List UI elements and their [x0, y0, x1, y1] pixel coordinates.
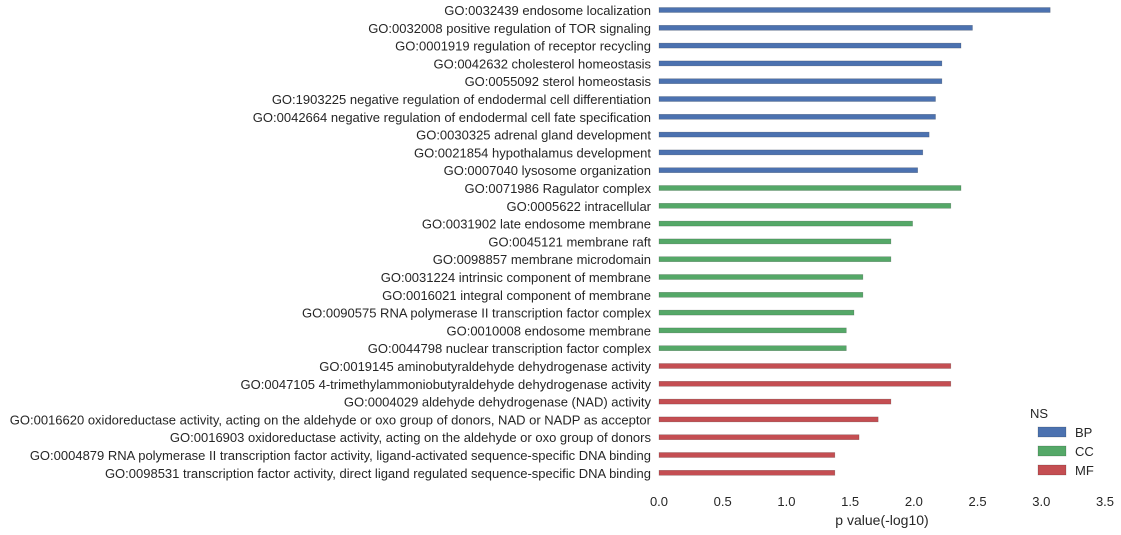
category-label: GO:0098857 membrane microdomain [433, 252, 651, 267]
category-label: GO:0055092 sterol homeostasis [465, 74, 652, 89]
bar [658, 309, 855, 316]
legend-swatch-cc [1037, 445, 1067, 457]
bar [658, 327, 847, 334]
bar [658, 256, 892, 263]
category-label: GO:0010008 endosome membrane [446, 323, 651, 338]
category-labels-group: GO:0032439 endosome localization GO:00320… [10, 3, 652, 481]
bar [658, 345, 847, 352]
bar [658, 274, 864, 280]
bar [658, 24, 973, 31]
bar [658, 469, 836, 476]
bar [658, 42, 962, 49]
bar [658, 291, 864, 298]
bar [658, 363, 952, 369]
category-label: GO:0047105 4-trimethylammoniobutyraldehy… [241, 377, 652, 392]
bar [658, 416, 879, 423]
bar [658, 434, 860, 441]
bar [658, 78, 943, 84]
category-label: GO:0090575 RNA polymerase II transcripti… [302, 306, 651, 321]
bar [658, 149, 924, 156]
category-label: GO:0045121 membrane raft [488, 234, 651, 249]
category-label: GO:0042664 negative regulation of endode… [253, 110, 651, 125]
legend-label-bp: BP [1075, 425, 1092, 440]
bar [658, 167, 918, 173]
x-tick-label: 2.5 [969, 494, 987, 509]
legend-swatch-mf [1037, 464, 1067, 476]
bar [658, 7, 1051, 13]
bar [658, 238, 892, 245]
category-label: GO:0042632 cholesterol homeostasis [433, 56, 651, 71]
category-label: GO:0031902 late endosome membrane [422, 217, 651, 232]
bar [658, 220, 913, 227]
bars-group [658, 7, 1051, 476]
category-label: GO:0016620 oxidoreductase activity, acti… [10, 412, 652, 427]
x-tick-label: 1.5 [841, 494, 859, 509]
bar [658, 380, 952, 387]
category-label: GO:0030325 adrenal gland development [416, 128, 651, 143]
category-label: GO:0016903 oxidoreductase activity, acti… [170, 430, 652, 445]
bar [658, 452, 836, 458]
x-tick-label: 3.5 [1096, 494, 1114, 509]
category-label: GO:0098531 transcription factor activity… [105, 466, 651, 481]
bar [658, 131, 930, 138]
bar [658, 60, 943, 67]
category-label: GO:0044798 nuclear transcription factor … [368, 341, 652, 356]
category-label: GO:0032008 positive regulation of TOR si… [368, 21, 651, 36]
category-label: GO:0005622 intracellular [506, 199, 651, 214]
category-label: GO:0004029 aldehyde dehydrogenase (NAD) … [344, 395, 652, 410]
legend-label-mf: MF [1075, 463, 1094, 478]
category-label: GO:0021854 hypothalamus development [414, 145, 651, 160]
x-tick-label: 0.5 [714, 494, 732, 509]
x-tick-label: 3.0 [1032, 494, 1050, 509]
category-label: GO:0001919 regulation of receptor recycl… [395, 39, 651, 54]
category-label: GO:0071986 Ragulator complex [465, 181, 652, 196]
legend-title: NS [1030, 406, 1048, 421]
bar [658, 96, 936, 102]
bar [658, 398, 892, 405]
category-label: GO:0007040 lysosome organization [444, 163, 651, 178]
category-label: GO:1903225 negative regulation of endode… [272, 92, 651, 107]
bar [658, 185, 962, 191]
bar [658, 203, 952, 209]
legend-swatch-bp [1037, 426, 1067, 438]
category-label: GO:0004879 RNA polymerase II transcripti… [30, 448, 651, 463]
bar [658, 114, 936, 120]
x-axis-label: p value(-log10) [835, 512, 928, 528]
x-tick-label: 0.0 [650, 494, 668, 509]
category-label: GO:0016021 integral component of membran… [382, 288, 651, 303]
category-label: GO:0019145 aminobutyraldehyde dehydrogen… [319, 359, 651, 374]
category-label: GO:0032439 endosome localization [444, 3, 651, 18]
legend: NS BP CC MF [1030, 406, 1094, 478]
x-tick-label: 1.0 [777, 494, 795, 509]
category-label: GO:0031224 intrinsic component of membra… [381, 270, 651, 285]
x-tick-label: 2.0 [905, 494, 923, 509]
x-tick-labels-group: 0.0 0.5 1.0 1.5 2.0 2.5 3.0 3.5 [650, 494, 1114, 509]
legend-label-cc: CC [1075, 444, 1094, 459]
